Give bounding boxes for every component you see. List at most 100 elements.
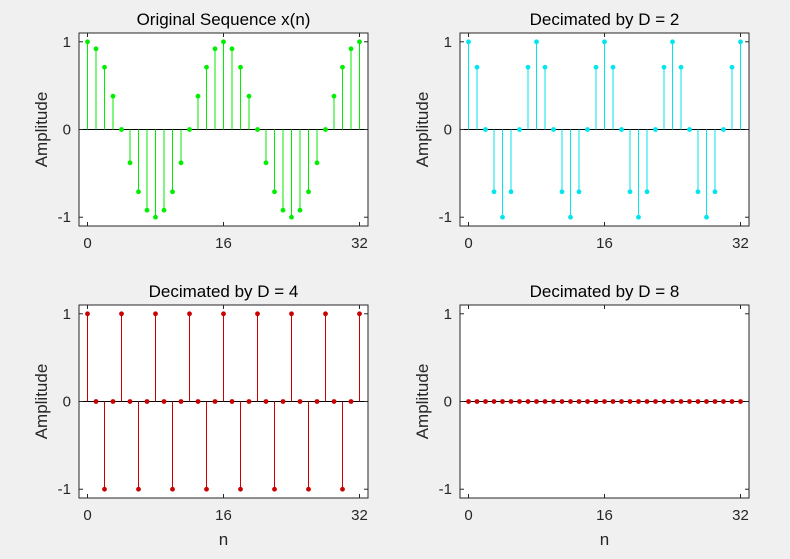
stem-marker xyxy=(678,64,684,70)
stem-marker xyxy=(246,93,252,99)
stem-marker xyxy=(542,64,548,70)
stem-marker xyxy=(178,399,184,404)
stem-marker xyxy=(661,399,667,404)
stem-marker xyxy=(576,399,582,404)
stem-marker xyxy=(127,399,133,404)
stem-marker xyxy=(221,311,226,317)
stem-marker xyxy=(195,399,201,404)
stem-marker xyxy=(178,160,184,166)
stem-marker xyxy=(678,399,684,404)
x-tick-label: 16 xyxy=(215,507,232,524)
stem-marker xyxy=(119,127,124,132)
stem-marker xyxy=(517,127,522,132)
stem-marker xyxy=(542,399,548,404)
stem-marker xyxy=(474,64,480,70)
stem-marker xyxy=(153,311,158,317)
stem-marker xyxy=(559,189,565,195)
stem-marker xyxy=(212,46,218,52)
stem-marker xyxy=(272,189,277,195)
stem-marker xyxy=(314,160,320,166)
stem-marker xyxy=(238,486,243,492)
stem-marker xyxy=(525,64,531,70)
stem-marker xyxy=(670,39,675,45)
x-tick-label: 0 xyxy=(464,507,472,524)
stem-marker xyxy=(738,399,743,404)
stem-marker xyxy=(559,399,565,404)
stem-marker xyxy=(525,399,531,404)
y-tick-label: 0 xyxy=(444,394,452,411)
stem-marker xyxy=(593,399,599,404)
stem-marker xyxy=(85,39,90,45)
stem-marker xyxy=(491,399,497,404)
stem-marker xyxy=(585,127,590,132)
x-axis-label: n xyxy=(600,530,609,549)
stem-marker xyxy=(627,399,633,404)
stem-marker xyxy=(144,399,150,404)
stem-marker xyxy=(576,189,582,195)
subplot-title: Decimated by D = 4 xyxy=(149,282,299,301)
stem-marker xyxy=(517,399,522,404)
stem-marker xyxy=(738,39,743,45)
subplot-2: 0 16 32 -1 0 1 Decimated by D = 2 Amplitude xyxy=(413,10,750,252)
stem-marker xyxy=(263,399,269,404)
stem-marker xyxy=(721,127,726,132)
stem-marker xyxy=(119,311,124,317)
stem-marker xyxy=(306,486,311,492)
stem-marker xyxy=(610,64,616,70)
stem-marker xyxy=(340,64,345,70)
stem-marker xyxy=(593,64,599,70)
stem-marker xyxy=(85,311,90,317)
stem-marker xyxy=(602,399,607,404)
y-tick-label: 0 xyxy=(444,122,452,139)
subplot-4: 0 16 32 -1 0 1 Decimated by D = 8 Amplitude n xyxy=(413,282,750,549)
y-tick-label: 0 xyxy=(63,394,71,411)
subplot-3: 0 16 32 -1 0 1 Decimated by D = 4 Amplitude n xyxy=(32,282,369,549)
stem-marker xyxy=(170,486,175,492)
y-axis-label: Amplitude xyxy=(413,92,432,168)
stem-marker xyxy=(695,399,701,404)
stem-marker xyxy=(704,214,709,220)
stem-marker xyxy=(687,127,692,132)
subplot-title: Original Sequence x(n) xyxy=(137,10,311,29)
stem-marker xyxy=(644,399,650,404)
x-tick-label: 0 xyxy=(83,235,91,252)
stem-marker xyxy=(229,399,235,404)
stem-marker xyxy=(704,399,709,404)
stem-marker xyxy=(340,486,345,492)
stem-marker xyxy=(568,399,573,404)
stem-marker xyxy=(136,486,141,492)
stem-marker xyxy=(466,399,471,404)
stem-marker xyxy=(289,214,294,220)
stem-marker xyxy=(636,214,641,220)
y-axis-label: Amplitude xyxy=(32,92,51,168)
stem-marker xyxy=(687,399,692,404)
x-tick-label: 32 xyxy=(732,235,749,252)
stem-marker xyxy=(712,399,718,404)
stem-marker xyxy=(602,39,607,45)
stem-marker xyxy=(653,127,658,132)
stem-marker xyxy=(306,189,311,195)
stem-marker xyxy=(238,64,243,70)
stem-marker xyxy=(636,399,641,404)
stem-marker xyxy=(500,399,505,404)
stem-marker xyxy=(721,399,726,404)
stem-marker xyxy=(653,399,658,404)
y-axis-label: Amplitude xyxy=(413,364,432,440)
stem-marker xyxy=(161,399,167,404)
stem-marker xyxy=(551,399,556,404)
stem-marker xyxy=(110,93,116,99)
stem-marker xyxy=(661,64,667,70)
x-tick-label: 32 xyxy=(351,507,368,524)
stem-marker xyxy=(127,160,133,166)
stem-marker xyxy=(272,486,277,492)
subplot-title: Decimated by D = 8 xyxy=(530,282,680,301)
stem-marker xyxy=(619,399,624,404)
stem-marker xyxy=(474,399,480,404)
stem-marker xyxy=(348,399,354,404)
stem-marker xyxy=(357,311,362,317)
stem-marker xyxy=(246,399,252,404)
stem-marker xyxy=(136,189,141,195)
stem-marker xyxy=(255,311,260,317)
stem-marker xyxy=(280,207,286,213)
subplot-1: 0 16 32 -1 0 1 Original Sequence x(n) Amplitude xyxy=(32,10,369,252)
